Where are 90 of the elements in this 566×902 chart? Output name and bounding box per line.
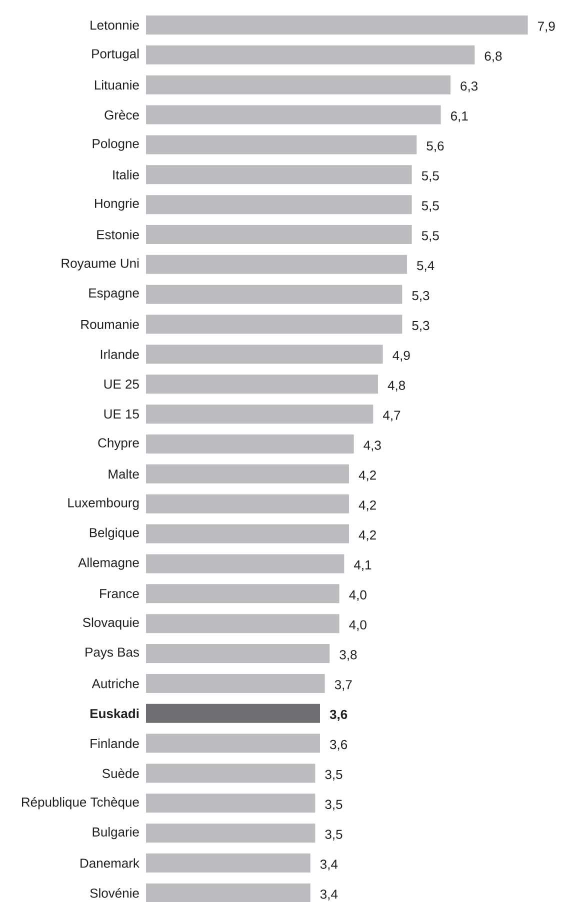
bar xyxy=(146,524,349,544)
y-tick-label: Pays Bas xyxy=(86,648,139,660)
data-label: 3,8 xyxy=(340,650,357,661)
data-label: 4,7 xyxy=(382,410,400,422)
y-tick-label: Finlande xyxy=(90,738,139,748)
bar xyxy=(146,434,354,454)
data-label: 3,5 xyxy=(325,770,342,781)
y-tick-label: UE 25 xyxy=(104,380,139,389)
data-label: 5,5 xyxy=(422,201,439,212)
data-label: 3,7 xyxy=(334,680,352,691)
bar xyxy=(146,15,528,34)
data-label: 5,5 xyxy=(422,171,439,182)
bar xyxy=(146,254,407,274)
bar xyxy=(146,584,340,604)
bar xyxy=(146,854,310,873)
bar xyxy=(146,554,344,574)
bar xyxy=(146,494,349,514)
bar xyxy=(146,794,316,813)
y-tick-label: Pologne xyxy=(92,138,139,151)
y-tick-label: Hongrie xyxy=(95,198,139,211)
bar xyxy=(146,195,412,214)
data-label: 5,6 xyxy=(426,141,444,152)
y-tick-label: UE 15 xyxy=(104,410,139,419)
y-tick-label: Slovaquie xyxy=(82,618,139,630)
bar xyxy=(146,824,316,843)
y-tick-label: Chypre xyxy=(98,438,139,450)
bar xyxy=(146,614,340,634)
y-tick-label: France xyxy=(100,589,139,598)
data-label: 4,2 xyxy=(358,470,376,482)
data-label: 3,6 xyxy=(330,710,348,721)
bar xyxy=(146,644,330,664)
y-tick-label: Euskadi xyxy=(90,708,139,718)
y-tick-label: Royaume Uni xyxy=(62,258,139,270)
bar xyxy=(146,45,475,64)
data-label: 4,1 xyxy=(354,560,372,572)
y-tick-label: Portugal xyxy=(92,48,139,61)
data-label: 7,9 xyxy=(538,22,555,32)
data-label: 3,4 xyxy=(320,890,338,900)
bar xyxy=(146,284,402,304)
y-tick-label: Allemagne xyxy=(78,558,139,570)
bar xyxy=(146,75,450,94)
data-label: 4,3 xyxy=(364,440,381,452)
data-label: 5,4 xyxy=(417,261,434,272)
y-tick-label: Letonnie xyxy=(90,20,139,30)
data-label: 3,4 xyxy=(320,860,338,870)
data-label: 6,3 xyxy=(460,81,478,92)
y-tick-label: Lituanie xyxy=(94,80,139,90)
data-label: 4,2 xyxy=(358,500,376,512)
bar xyxy=(146,135,417,154)
y-tick-label: Estonie xyxy=(97,230,139,240)
bar xyxy=(146,105,441,124)
y-tick-label: Grèce xyxy=(104,110,139,120)
bar xyxy=(146,674,325,693)
data-label: 4,9 xyxy=(392,350,410,362)
y-tick-label: Irlande xyxy=(100,349,139,359)
y-tick-label: Belgique xyxy=(90,528,139,540)
bar xyxy=(146,404,374,424)
data-label: 3,5 xyxy=(325,800,342,811)
y-tick-label: République Tchèque xyxy=(22,797,139,810)
bar xyxy=(146,374,378,394)
bar xyxy=(146,165,412,184)
data-label: 3,6 xyxy=(330,740,348,751)
y-tick-label: Roumanie xyxy=(81,320,139,330)
y-tick-label: Autriche xyxy=(92,678,139,688)
y-tick-label: Luxembourg xyxy=(68,498,139,510)
data-label: 4,8 xyxy=(388,380,406,392)
y-tick-label: Malte xyxy=(108,469,139,479)
data-label: 5,3 xyxy=(412,290,430,302)
data-label: 3,5 xyxy=(325,830,342,840)
y-tick-label: Suède xyxy=(102,768,139,778)
data-label: 5,5 xyxy=(422,231,439,242)
data-label: 4,0 xyxy=(349,590,366,602)
bar xyxy=(146,344,383,364)
y-tick-label: Italie xyxy=(113,170,139,180)
data-label: 5,3 xyxy=(412,320,430,332)
y-tick-label: Slovénie xyxy=(90,888,139,898)
bar xyxy=(146,704,320,723)
bar xyxy=(146,314,402,334)
data-label: 4,0 xyxy=(349,620,366,631)
data-label: 4,2 xyxy=(358,530,376,542)
y-tick-label: Danemark xyxy=(80,858,140,868)
data-label: 6,8 xyxy=(484,52,502,62)
data-label: 6,1 xyxy=(451,111,468,122)
bar xyxy=(146,883,310,902)
y-tick-label: Espagne xyxy=(89,288,139,300)
bar xyxy=(146,464,349,484)
bar xyxy=(146,734,320,753)
bar xyxy=(146,224,412,244)
bar xyxy=(146,764,316,783)
y-tick-label: Bulgarie xyxy=(92,827,139,840)
